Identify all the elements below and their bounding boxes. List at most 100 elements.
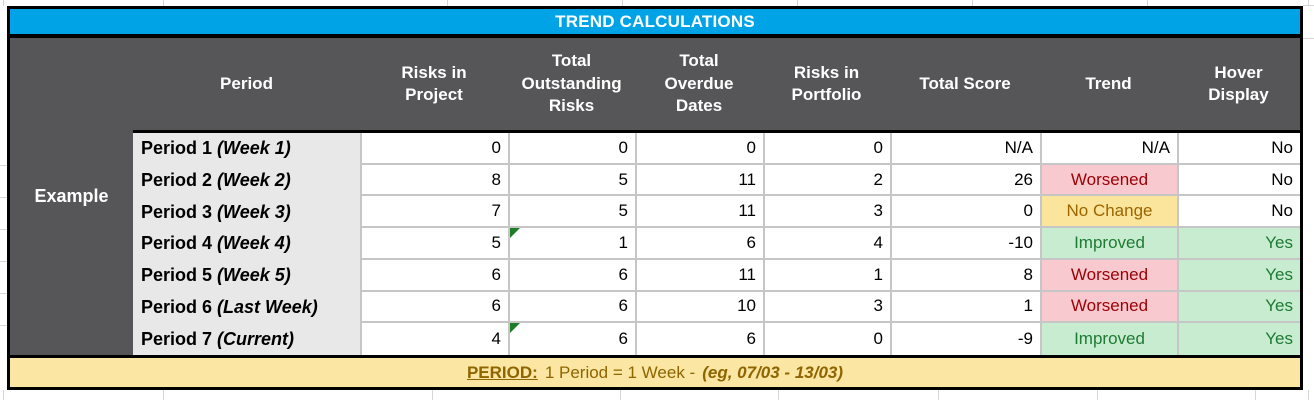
gridline [1097,390,1098,400]
trend-cell[interactable]: Worsened [1040,164,1177,197]
hover-display-cell[interactable]: Yes [1177,291,1300,324]
column-header-total-overdue-dates[interactable]: Total Overdue Dates [635,38,763,133]
total-outstanding-risks-value: 6 [618,296,628,316]
column-header-label: Trend [1085,73,1132,93]
hover-display-cell[interactable]: Yes [1177,259,1300,292]
total-outstanding-risks-value: 5 [618,169,628,189]
trend-cell[interactable]: No Change [1040,196,1177,229]
risks-in-project-cell[interactable]: 7 [360,196,508,229]
total-score-cell[interactable]: 26 [890,164,1040,197]
table-title: TREND CALCULATIONS [555,11,755,31]
total-score-cell[interactable]: -10 [890,228,1040,260]
row-group-cell[interactable]: Example [10,38,133,355]
risks-in-project-cell[interactable]: 0 [360,133,508,165]
gridline [797,0,798,6]
gridline [447,0,448,6]
risks-in-project-cell[interactable]: 8 [360,164,508,197]
gridline [620,390,621,400]
footer-note-cell[interactable]: PERIOD: 1 Period = 1 Week - (eg, 07/03 -… [10,355,1300,387]
title-bar-cell[interactable]: TREND CALCULATIONS [10,9,1300,38]
period-name: Period 5 [141,265,213,286]
period-note: (Week 5) [217,265,291,286]
gridline [1255,390,1256,400]
gridline [163,390,164,400]
total-outstanding-risks-cell[interactable]: 0 [508,133,635,165]
risks-in-portfolio-cell[interactable]: 3 [763,196,890,229]
hover-display-cell[interactable]: Yes [1177,228,1300,260]
gridline [1308,390,1309,400]
column-header-total-outstanding-risks[interactable]: Total Outstanding Risks [508,38,635,133]
total-overdue-dates-cell[interactable]: 10 [635,291,763,324]
column-header-total-score[interactable]: Total Score [890,38,1040,133]
gridline [3,390,4,400]
trend-cell[interactable]: N/A [1040,133,1177,165]
footer-example: (eg, 07/03 - 13/03) [702,362,844,382]
column-header-trend[interactable]: Trend [1040,38,1177,133]
risks-in-project-cell[interactable]: 6 [360,259,508,292]
trend-cell[interactable]: Worsened [1040,291,1177,324]
total-score-cell[interactable]: N/A [890,133,1040,165]
cell-note-marker-icon [510,323,520,334]
gridline [0,165,7,166]
total-overdue-dates-cell[interactable]: 11 [635,196,763,229]
risks-in-portfolio-cell[interactable]: 3 [763,291,890,324]
total-score-cell[interactable]: 1 [890,291,1040,324]
total-score-cell[interactable]: 8 [890,259,1040,292]
gridline [622,0,623,6]
column-header-label: Total Outstanding Risks [521,51,622,116]
period-cell[interactable]: Period 7 (Current) [133,323,360,355]
trend-cell[interactable]: Improved [1040,323,1177,355]
risks-in-portfolio-cell[interactable]: 0 [763,133,890,165]
total-overdue-dates-cell[interactable]: 11 [635,259,763,292]
period-cell[interactable]: Period 5 (Week 5) [133,259,360,292]
gridline [0,325,7,326]
period-cell[interactable]: Period 6 (Last Week) [133,291,360,324]
total-score-cell[interactable]: -9 [890,323,1040,355]
total-outstanding-risks-cell[interactable]: 6 [508,323,635,355]
column-header-period[interactable]: Period [133,38,360,133]
hover-display-cell[interactable]: No [1177,196,1300,229]
period-cell[interactable]: Period 1 (Week 1) [133,133,360,165]
total-outstanding-risks-cell[interactable]: 6 [508,291,635,324]
total-outstanding-risks-value: 1 [618,232,628,252]
total-outstanding-risks-cell[interactable]: 1 [508,228,635,260]
period-cell[interactable]: Period 4 (Week 4) [133,228,360,260]
risks-in-portfolio-cell[interactable]: 1 [763,259,890,292]
total-outstanding-risks-cell[interactable]: 6 [508,259,635,292]
total-outstanding-risks-cell[interactable]: 5 [508,164,635,197]
risks-in-portfolio-cell[interactable]: 4 [763,228,890,260]
period-note: (Week 1) [217,138,291,159]
period-note: (Current) [217,328,295,349]
gridline [0,229,7,230]
period-note: (Week 2) [217,170,291,191]
risks-in-project-cell[interactable]: 6 [360,291,508,324]
risks-in-project-cell[interactable]: 4 [360,323,508,355]
period-note: (Week 4) [217,233,291,254]
total-overdue-dates-cell[interactable]: 0 [635,133,763,165]
period-cell[interactable]: Period 3 (Week 3) [133,196,360,229]
column-header-risks-in-portfolio[interactable]: Risks in Portfolio [763,38,890,133]
period-name: Period 4 [141,233,213,254]
hover-display-cell[interactable]: No [1177,164,1300,197]
column-header-label: Risks in Portfolio [791,62,862,104]
table-grid: Example Period Risks in Project Total Ou… [10,38,1300,355]
total-overdue-dates-cell[interactable]: 6 [635,228,763,260]
risks-in-portfolio-cell[interactable]: 2 [763,164,890,197]
gridline [972,0,973,6]
total-outstanding-risks-cell[interactable]: 5 [508,196,635,229]
risks-in-portfolio-cell[interactable]: 0 [763,323,890,355]
total-overdue-dates-cell[interactable]: 11 [635,164,763,197]
gridline [1147,0,1148,6]
total-overdue-dates-cell[interactable]: 6 [635,323,763,355]
trend-cell[interactable]: Improved [1040,228,1177,260]
hover-display-cell[interactable]: No [1177,133,1300,165]
period-cell[interactable]: Period 2 (Week 2) [133,164,360,197]
trend-calculations-table: TREND CALCULATIONS Example Period Risks … [7,6,1303,390]
trend-cell[interactable]: Worsened [1040,259,1177,292]
hover-display-cell[interactable]: Yes [1177,323,1300,355]
total-outstanding-risks-value: 5 [618,201,628,221]
risks-in-project-cell[interactable]: 5 [360,228,508,260]
total-score-cell[interactable]: 0 [890,196,1040,229]
column-header-hover-display[interactable]: Hover Display [1177,38,1300,133]
column-header-risks-in-project[interactable]: Risks in Project [360,38,508,133]
